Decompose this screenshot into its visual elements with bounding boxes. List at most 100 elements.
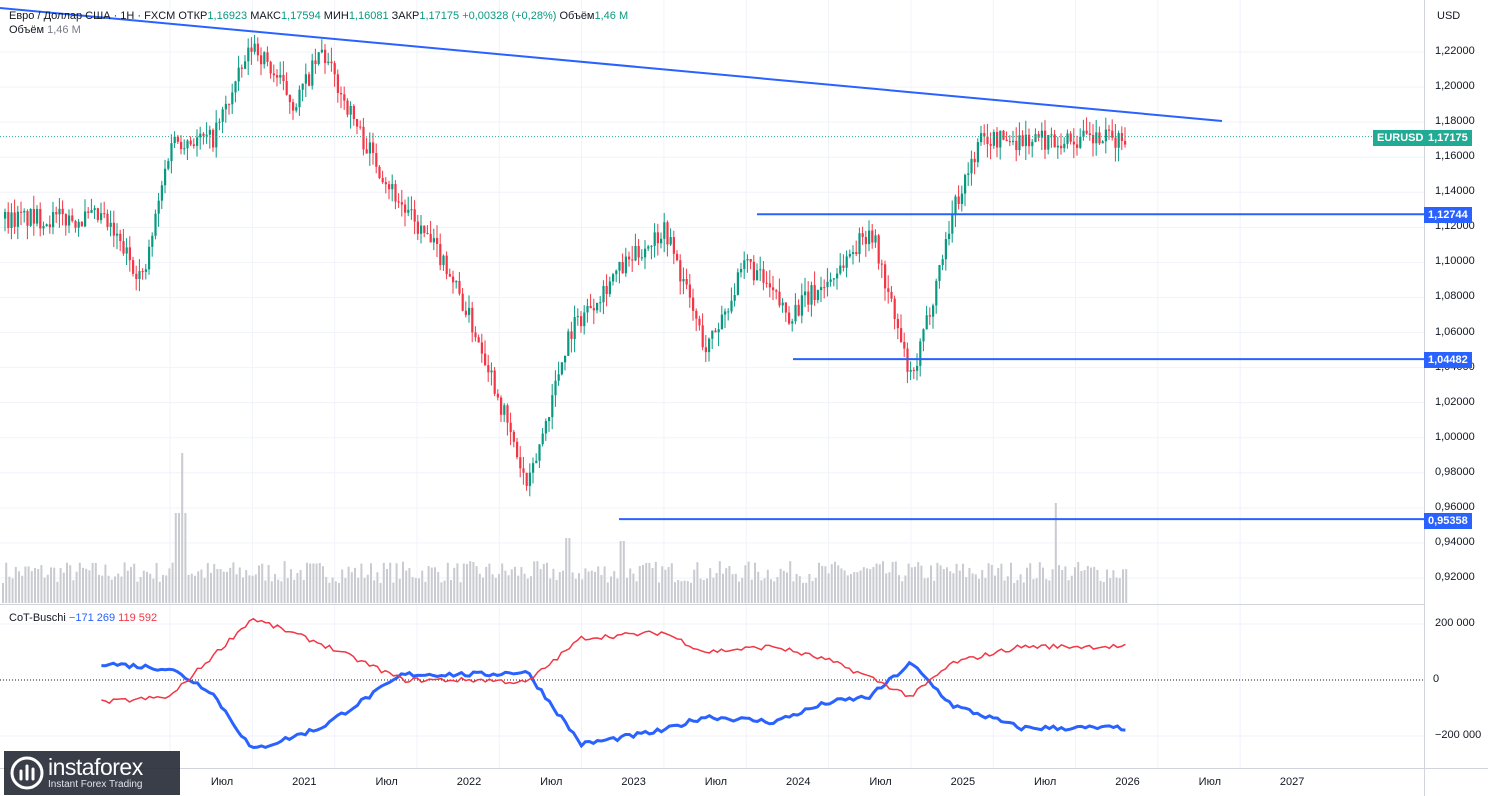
candle-body (560, 362, 563, 375)
volume-bar (254, 574, 257, 603)
candle-body (1005, 139, 1008, 142)
level-badge-2: 1,04482 (1424, 352, 1472, 368)
candle-body (596, 302, 599, 311)
price-tick-label: 0,98000 (1435, 465, 1475, 478)
candle-body (564, 355, 567, 363)
candle-body (231, 92, 234, 105)
volume-bar (878, 564, 881, 603)
volume-bar (443, 580, 446, 603)
candle-body (685, 279, 688, 285)
price-tick-label: 1,06000 (1435, 325, 1475, 338)
candle-body (871, 230, 874, 243)
candle-body (538, 444, 541, 461)
scale-corner[interactable] (1424, 768, 1488, 796)
candle-body (733, 294, 736, 301)
volume-bar (440, 582, 443, 603)
volume-bar (731, 574, 734, 603)
price-scale[interactable]: USD 1,22000 1,20000 1,18000 1,16000 1,14000 1… (1424, 0, 1488, 768)
candle-body (765, 282, 768, 284)
price-chart-pane[interactable] (0, 0, 1424, 768)
candle-body (634, 245, 637, 261)
candle-body (1095, 132, 1098, 144)
volume-bar (696, 562, 699, 603)
candle-body (525, 472, 528, 486)
volume-bar (830, 564, 833, 603)
candle-body (413, 209, 416, 222)
volume-bar (117, 573, 120, 603)
candle-body (656, 232, 659, 244)
volume-bar (635, 581, 638, 603)
volume-bar (446, 562, 449, 603)
volume-bar (997, 567, 1000, 603)
volume-bar (462, 563, 465, 603)
symbol-name[interactable]: Евро / Доллар США · 1Н · FXCM (9, 10, 176, 22)
volume-bar (1058, 565, 1060, 603)
volume-bar (1109, 578, 1112, 603)
candle-body (436, 238, 439, 245)
candle-body (810, 285, 813, 305)
pane-separator[interactable] (0, 604, 1488, 605)
volume-bar (811, 580, 814, 603)
candle-body (96, 208, 99, 221)
close-value: 1,17175 (419, 10, 460, 22)
volume-bar (859, 570, 862, 603)
volume-bar (18, 571, 20, 603)
cot-legend[interactable]: CoT-Buschi −171 269 119 592 (9, 612, 157, 624)
candle-body (624, 256, 627, 274)
candle-body (164, 168, 167, 186)
volume-bar (690, 582, 692, 603)
candle-body (202, 133, 205, 136)
candle-body (64, 214, 67, 226)
candle-body (628, 256, 631, 260)
candle-body (480, 342, 483, 354)
volume-bar (168, 568, 171, 603)
candle-body (295, 107, 298, 111)
chart-canvas[interactable] (0, 0, 1424, 768)
volume-bar (194, 575, 196, 603)
price-tick-label: 1,20000 (1435, 80, 1475, 93)
candle-body (845, 256, 848, 268)
candle-body (516, 441, 519, 458)
volume-bar (181, 453, 184, 603)
volume-bar (78, 562, 81, 603)
candle-body (1040, 130, 1043, 138)
candle-body (474, 332, 477, 338)
time-scale[interactable]: Июл 2021 Июл 2022 Июл 2023 Июл 2024 Июл 2025 Июл 20… (0, 768, 1424, 796)
volume-bar (574, 578, 577, 603)
candle-body (967, 173, 970, 175)
candle-body (420, 225, 423, 234)
candle-body (743, 260, 746, 269)
candle-body (464, 310, 467, 315)
candle-body (752, 261, 755, 281)
volume-bar (238, 567, 241, 603)
candle-body (1056, 145, 1059, 148)
volume-bar (693, 569, 696, 603)
candle-body (720, 314, 723, 330)
candle-body (781, 302, 784, 306)
volume-bar (315, 563, 318, 603)
currency-label[interactable]: USD (1437, 10, 1461, 22)
candle-body (804, 291, 807, 296)
descending-trend-line (0, 7, 1223, 122)
volume-bar (712, 577, 715, 603)
candle-body (26, 211, 29, 226)
candle-body (1069, 133, 1072, 142)
volume-bar (626, 577, 628, 603)
candle-body (1018, 135, 1021, 151)
price-tick-label: 1,18000 (1435, 115, 1475, 128)
volume-bar (331, 577, 334, 603)
candle-body (340, 92, 343, 95)
candle-body (228, 103, 231, 105)
candle-body (471, 307, 474, 333)
candle-body (224, 103, 227, 110)
candle-body (263, 52, 266, 65)
high-label: МАКС (250, 10, 281, 22)
volume-bar (219, 569, 222, 603)
volume-legend[interactable]: Объём 1,46 M (9, 24, 81, 36)
candle-body (970, 158, 973, 174)
candle-body (1063, 143, 1066, 149)
candle-body (458, 280, 461, 294)
candle-body (922, 329, 925, 342)
candle-body (1060, 145, 1063, 149)
volume-bar (622, 541, 625, 603)
